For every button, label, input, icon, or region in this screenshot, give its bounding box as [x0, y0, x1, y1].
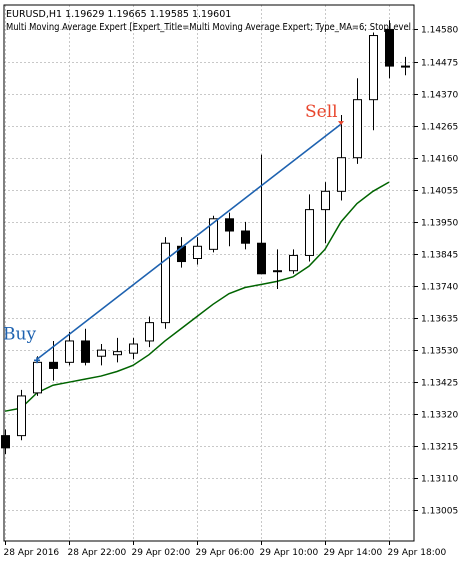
candle	[337, 114, 346, 201]
ma-polyline	[4, 181, 390, 412]
x-tick-label: 29 Apr 02:00	[132, 548, 191, 558]
candle-body	[161, 242, 170, 324]
y-tick-label: 1.13425	[421, 379, 458, 389]
candle-body	[337, 157, 346, 192]
candle	[129, 337, 138, 360]
y-tick-label: 1.13845	[421, 251, 458, 261]
candle-body	[33, 361, 42, 394]
candlesticks	[1, 20, 410, 454]
x-tick-label: 28 Apr 2016	[4, 548, 60, 558]
y-tick-label: 1.13530	[421, 347, 458, 357]
candle-body	[385, 28, 394, 67]
candle-body	[369, 35, 378, 101]
candle	[321, 182, 330, 244]
candle-body	[353, 99, 362, 159]
y-tick-label: 1.14265	[421, 123, 458, 133]
expert-header: Multi Moving Average Expert [Expert_Titl…	[6, 22, 411, 33]
candle	[241, 221, 250, 250]
x-tick-label: 28 Apr 22:00	[68, 548, 127, 558]
price-axis: 1.14580 1.14475 1.14370 1.14265 1.14160 1.140…	[414, 26, 458, 517]
candle-body	[289, 254, 298, 272]
candle	[65, 331, 74, 366]
y-tick-label: 1.13635	[421, 315, 458, 325]
trade-segment	[36, 123, 342, 360]
y-tick-label: 1.13740	[421, 283, 458, 293]
y-tick-label: 1.13215	[421, 443, 458, 453]
candle-body	[177, 245, 186, 263]
candle	[401, 56, 410, 76]
candle-body	[17, 395, 26, 437]
candle	[177, 237, 186, 268]
y-tick-label: 1.14580	[421, 26, 458, 36]
candle-body	[65, 340, 74, 363]
candle	[305, 194, 314, 262]
plot-frame	[3, 4, 415, 542]
candle	[97, 344, 106, 366]
candle-body	[257, 242, 266, 275]
buy-label: Buy	[3, 324, 36, 344]
candle	[113, 337, 122, 363]
candle-body	[113, 351, 122, 356]
candle	[273, 249, 282, 290]
moving-average-line	[4, 181, 390, 412]
candle-body	[321, 190, 330, 211]
sell-arrow-icon	[338, 121, 344, 126]
y-tick-label: 1.13320	[421, 411, 458, 421]
y-tick-label: 1.13950	[421, 219, 458, 229]
candle	[385, 20, 394, 79]
candle	[81, 328, 90, 366]
candle	[49, 340, 58, 381]
y-tick-label: 1.14370	[421, 91, 458, 101]
candle-body	[1, 435, 10, 449]
y-tick-label: 1.14160	[421, 155, 458, 165]
y-tick-label: 1.13005	[421, 507, 458, 517]
candle-body	[49, 361, 58, 369]
candle	[17, 389, 26, 441]
buy-arrow-icon	[34, 357, 40, 364]
candle	[353, 78, 362, 164]
candle	[1, 429, 10, 454]
x-tick-label: 29 Apr 14:00	[324, 548, 383, 558]
y-tick-label: 1.14475	[421, 59, 458, 69]
candle	[193, 237, 202, 265]
y-tick-label: 1.14055	[421, 187, 458, 197]
candle-body	[97, 349, 106, 357]
candle	[289, 249, 298, 274]
candle	[225, 212, 234, 247]
trade-line: Buy Sell	[3, 102, 344, 364]
candle-body	[129, 343, 138, 354]
x-tick-label: 29 Apr 06:00	[196, 548, 255, 558]
x-tick-label: 29 Apr 10:00	[260, 548, 319, 558]
candle	[161, 237, 170, 329]
candle	[257, 154, 266, 275]
candle-body	[241, 230, 250, 244]
candle-body	[209, 218, 218, 250]
candle-body	[193, 245, 202, 259]
sell-label: Sell	[305, 102, 338, 122]
x-tick-label: 29 Apr 18:00	[388, 548, 447, 558]
candle-body	[305, 209, 314, 256]
time-axis: 28 Apr 2016 28 Apr 22:00 29 Apr 02:00 29 Ap…	[4, 541, 447, 558]
candle-body	[273, 270, 282, 273]
candle-body	[225, 218, 234, 232]
candle-body	[145, 322, 154, 342]
candle-body	[81, 340, 90, 363]
candle	[369, 32, 378, 131]
y-tick-label: 1.13110	[421, 475, 458, 485]
candle	[145, 316, 154, 348]
candle-body	[401, 65, 410, 68]
symbol-header: EURUSD,H1 1.19629 1.19665 1.19585 1.1960…	[6, 9, 231, 20]
